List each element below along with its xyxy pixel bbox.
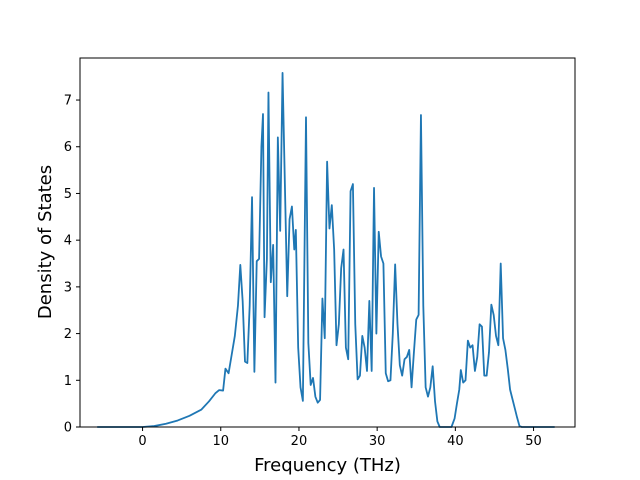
y-tick-label: 2 [64,327,72,342]
y-axis-label: Density of States [35,165,56,319]
y-axis: 0 1 2 3 4 5 6 7 [64,94,80,436]
x-axis-label: Frequency (THz) [254,455,401,476]
x-tick-label: 20 [291,434,308,449]
x-axis: 0 10 20 30 40 50 [138,427,542,449]
y-tick-label: 6 [64,140,72,155]
y-tick-label: 5 [64,187,72,202]
plot-area [97,72,555,428]
x-tick-label: 50 [525,434,542,449]
x-tick-label: 30 [369,434,386,449]
plot-frame [79,57,576,428]
x-tick-label: 10 [212,434,229,449]
x-tick-label: 0 [138,434,146,449]
y-tick-label: 4 [64,234,72,249]
y-tick-label: 1 [64,374,72,389]
y-tick-label: 0 [64,421,72,436]
dos-series-line-0 [97,72,555,428]
x-tick-label: 40 [447,434,464,449]
y-tick-label: 3 [64,280,72,295]
y-tick-label: 7 [64,94,72,109]
